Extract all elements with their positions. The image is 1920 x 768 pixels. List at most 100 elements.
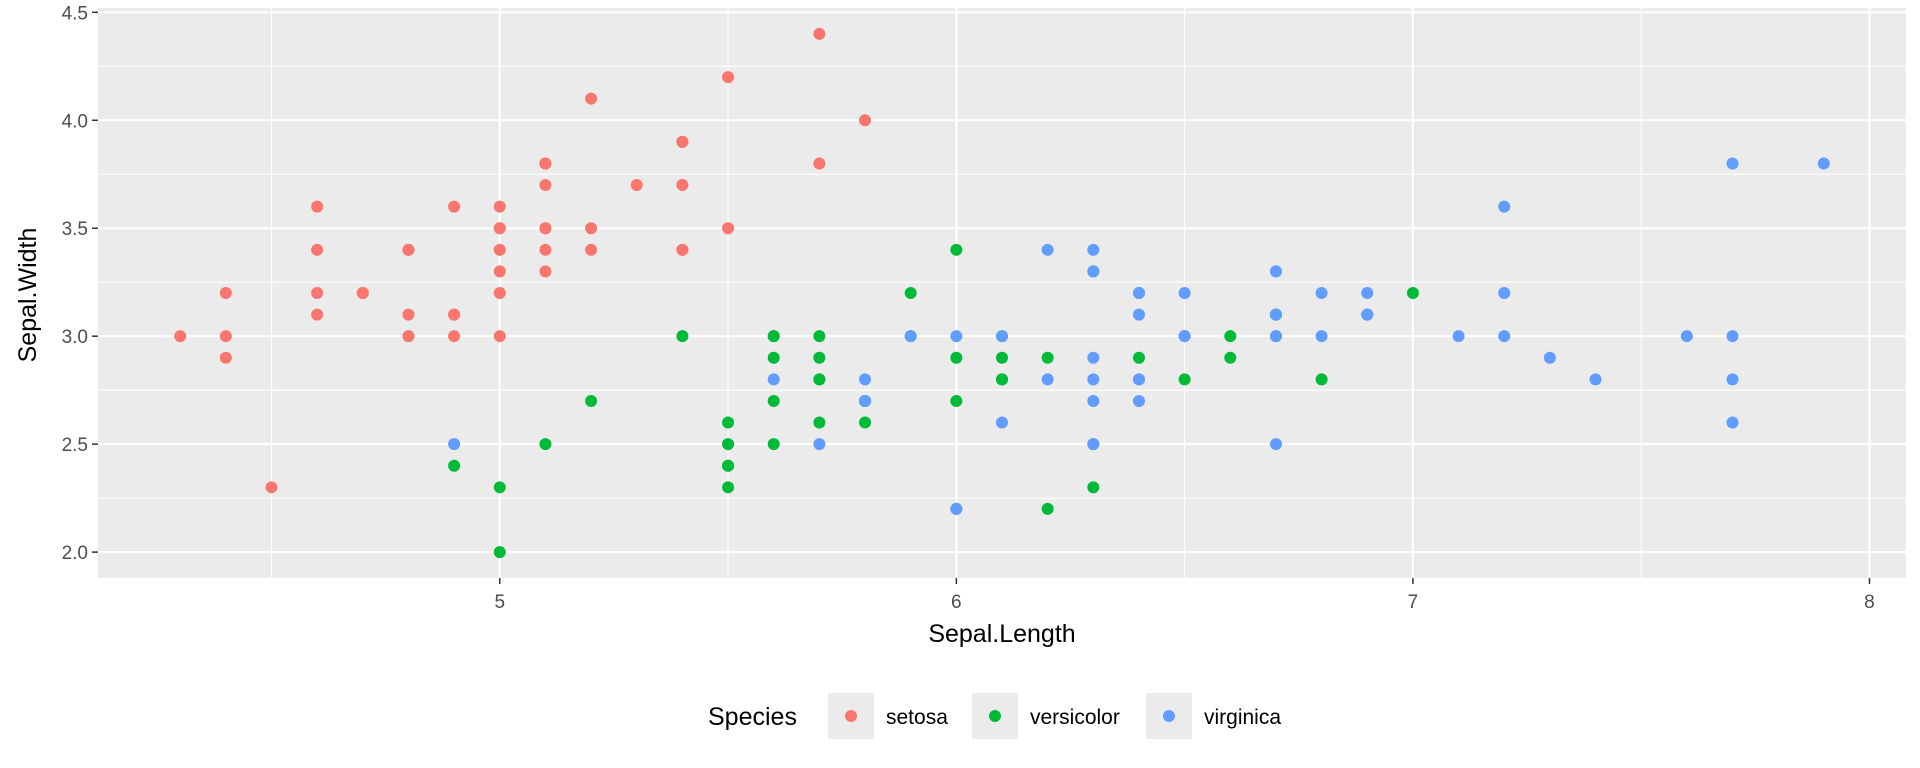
data-point-setosa (219, 330, 232, 343)
y-tick-label: 4.0 (62, 111, 88, 132)
data-point-setosa (493, 330, 506, 343)
data-point-versicolor (585, 394, 598, 407)
data-point-versicolor (950, 243, 963, 256)
data-point-virginica (996, 416, 1008, 429)
data-point-virginica (1498, 200, 1511, 213)
data-point-setosa (630, 179, 643, 192)
data-point-setosa (539, 157, 552, 170)
data-point-virginica (813, 438, 826, 451)
data-point-versicolor (1406, 287, 1419, 299)
data-point-virginica (1452, 330, 1465, 343)
legend-label-virginica: virginica (1204, 706, 1281, 729)
data-point-virginica (859, 373, 872, 386)
y-tick-label: 3.5 (62, 219, 88, 240)
data-point-versicolor (996, 373, 1008, 386)
data-point-setosa (539, 222, 552, 235)
data-point-setosa (219, 351, 232, 364)
legend-marker-versicolor (989, 710, 1001, 722)
data-point-versicolor (767, 330, 780, 343)
data-point-versicolor (767, 394, 780, 407)
legend-label-setosa: setosa (886, 706, 948, 729)
data-point-virginica (1315, 287, 1328, 299)
data-point-virginica (1087, 373, 1100, 386)
data-point-versicolor (1224, 330, 1237, 343)
data-point-versicolor (767, 351, 780, 364)
panel-background (98, 8, 1906, 578)
y-tick-label: 3.0 (62, 327, 88, 348)
data-point-virginica (1817, 157, 1830, 170)
data-point-setosa (539, 243, 552, 256)
data-point-virginica (1178, 330, 1191, 343)
data-point-virginica (1269, 330, 1282, 343)
data-point-setosa (493, 243, 506, 256)
data-point-virginica (1726, 330, 1739, 343)
data-point-virginica (1726, 416, 1739, 429)
data-point-versicolor (1224, 351, 1237, 364)
data-point-setosa (813, 27, 826, 40)
data-point-versicolor (493, 481, 506, 494)
data-point-virginica (1589, 373, 1602, 386)
data-point-versicolor (813, 351, 826, 364)
legend: Species setosa versicolor virginica (708, 693, 1281, 739)
data-point-virginica (1087, 265, 1100, 278)
data-point-setosa (448, 330, 461, 343)
data-point-versicolor (676, 330, 689, 343)
major-gridlines (98, 8, 1906, 578)
data-point-versicolor (859, 416, 872, 429)
data-point-versicolor (1041, 502, 1054, 515)
data-point-virginica (1498, 330, 1511, 343)
x-tick-label: 6 (951, 592, 962, 613)
y-tick-label: 2.5 (62, 435, 88, 456)
data-point-virginica (1269, 308, 1282, 321)
data-point-virginica (1087, 438, 1100, 451)
data-point-setosa (402, 308, 415, 321)
legend-marker-virginica (1163, 710, 1175, 722)
data-point-setosa (493, 200, 506, 213)
data-point-setosa (356, 287, 369, 299)
data-point-versicolor (722, 416, 735, 429)
data-point-versicolor (493, 546, 506, 559)
data-point-setosa (493, 222, 506, 235)
y-axis: 2.0 2.5 3.0 3.5 4.0 4.5 (62, 3, 98, 564)
data-point-virginica (1087, 351, 1100, 364)
data-point-virginica (1132, 287, 1145, 299)
data-point-virginica (767, 373, 780, 386)
data-point-setosa (676, 135, 689, 148)
data-point-versicolor (767, 438, 780, 451)
data-point-virginica (1315, 330, 1328, 343)
data-point-versicolor (539, 438, 552, 451)
data-point-setosa (539, 265, 552, 278)
legend-title: Species (708, 703, 797, 731)
data-point-versicolor (1178, 373, 1191, 386)
data-point-versicolor (448, 459, 461, 472)
x-tick-label: 7 (1408, 592, 1419, 613)
data-point-setosa (676, 243, 689, 256)
data-point-virginica (904, 330, 917, 343)
data-point-virginica (1680, 330, 1693, 343)
data-point-versicolor (722, 481, 735, 494)
data-point-versicolor (1041, 351, 1054, 364)
data-point-setosa (219, 287, 232, 299)
x-axis-title: Sepal.Length (928, 620, 1075, 648)
data-point-setosa (859, 114, 872, 127)
data-point-versicolor (996, 351, 1008, 364)
data-point-virginica (448, 438, 461, 451)
data-point-setosa (722, 222, 735, 235)
data-point-virginica (1361, 287, 1374, 299)
data-point-setosa (265, 481, 278, 494)
data-point-setosa (311, 200, 324, 213)
data-point-virginica (1178, 287, 1191, 299)
data-point-virginica (1087, 394, 1100, 407)
data-point-setosa (722, 71, 735, 84)
data-point-virginica (1132, 394, 1145, 407)
data-point-setosa (539, 179, 552, 192)
data-point-versicolor (722, 438, 735, 451)
y-tick-label: 4.5 (62, 3, 88, 24)
data-point-virginica (1361, 308, 1374, 321)
data-point-virginica (859, 394, 872, 407)
legend-marker-setosa (845, 710, 857, 722)
data-point-virginica (996, 330, 1008, 343)
data-point-setosa (311, 243, 324, 256)
data-point-setosa (585, 222, 598, 235)
y-tick-label: 2.0 (62, 543, 88, 564)
